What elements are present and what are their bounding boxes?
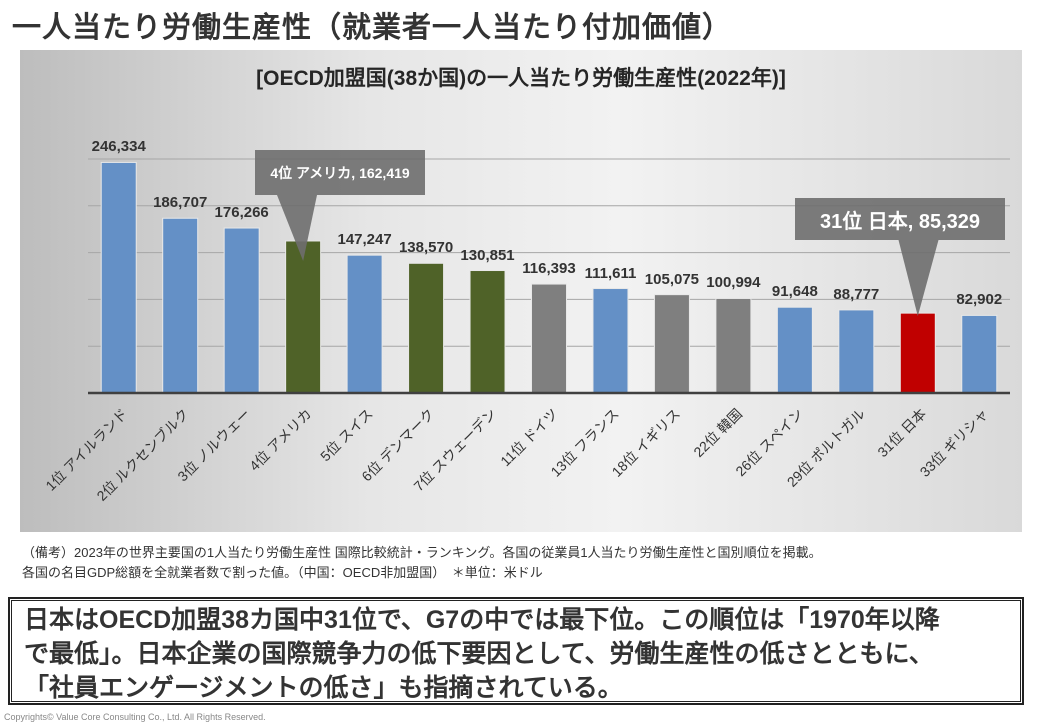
bar	[838, 309, 875, 394]
bar	[162, 217, 199, 394]
summary-line-1: 日本はOECD加盟38カ国中31位で、G7の中では最下位。この順位は「1970年…	[24, 606, 940, 634]
copyright: Copyrights© Value Core Consulting Co., L…	[4, 712, 266, 722]
bar	[531, 283, 567, 394]
note-line-2: 各国の名目GDP総額を全就業者数で割った値。（中国：OECD非加盟国） ＊単位：…	[22, 565, 543, 580]
bar	[592, 288, 629, 394]
bar	[653, 294, 690, 394]
note-line-1: （備考）2023年の世界主要国の1人当たり労働生産性 国際比較統計・ランキング。…	[22, 545, 822, 560]
value-label: 246,334	[91, 138, 146, 156]
plot-area	[88, 158, 1010, 395]
bar	[899, 312, 936, 394]
value-label: 88,777	[833, 285, 880, 303]
callout-label: 31位 日本, 85,329	[795, 198, 1005, 240]
value-label: 138,570	[398, 239, 454, 257]
page-title: 一人当たり労働生産性（就業者一人当たり付加価値）	[12, 12, 733, 44]
summary-box: 日本はOECD加盟38カ国中31位で、G7の中では最下位。この順位は「1970年…	[8, 597, 1024, 705]
bar	[100, 161, 137, 394]
callout-pointer	[898, 240, 939, 317]
summary-line-2: で最低」。日本企業の国際競争力の低下要因として、労働生産性の低さとともに、	[24, 640, 934, 668]
bar	[715, 297, 752, 394]
chart-title: [OECD加盟国(38か国)の一人当たり労働生産性(2022年)]	[256, 67, 786, 90]
value-label: 105,075	[644, 270, 700, 288]
callout-pointer	[277, 195, 317, 261]
callout-label: 4位 アメリカ, 162,419	[255, 150, 425, 195]
value-label: 91,648	[771, 283, 818, 301]
value-label: 82,902	[956, 291, 1003, 309]
bar	[776, 306, 813, 394]
bar	[346, 254, 383, 394]
value-label: 186,707	[153, 194, 208, 212]
value-label: 116,393	[522, 260, 576, 278]
value-label: 147,247	[337, 231, 392, 249]
summary-line-3: 「社員エンゲージメントの低さ」も指摘されている。	[24, 674, 623, 702]
value-label: 100,994	[706, 274, 761, 292]
bar	[469, 270, 506, 394]
bar	[408, 262, 445, 394]
bar	[961, 314, 998, 394]
value-label: 130,851	[460, 246, 515, 264]
value-label: 111,611	[584, 264, 637, 282]
bar-chart: [OECD加盟国(38か国)の一人当たり労働生産性(2022年)] 246,33…	[20, 50, 1022, 532]
bar	[223, 227, 260, 394]
bar	[285, 240, 322, 394]
value-label: 176,266	[214, 204, 269, 221]
